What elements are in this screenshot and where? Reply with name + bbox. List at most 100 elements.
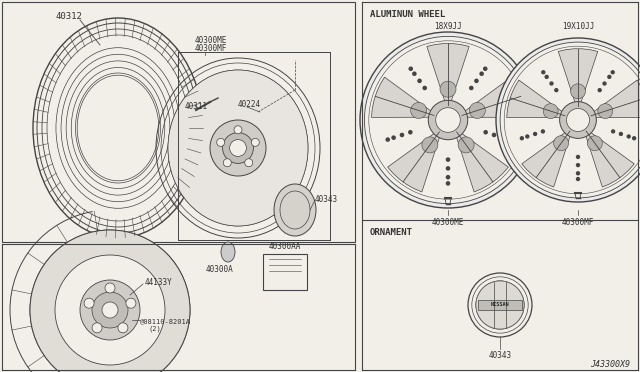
Text: 40343: 40343 (488, 351, 511, 360)
Circle shape (409, 67, 412, 70)
Bar (263, 254, 307, 290)
Circle shape (633, 137, 636, 140)
Circle shape (418, 79, 421, 83)
Circle shape (627, 135, 630, 138)
Circle shape (577, 177, 579, 180)
Text: 40300MF: 40300MF (562, 218, 594, 227)
Circle shape (126, 298, 136, 308)
Circle shape (577, 172, 579, 175)
Circle shape (470, 86, 473, 90)
Circle shape (507, 138, 510, 141)
Circle shape (534, 132, 536, 135)
Circle shape (210, 120, 266, 176)
Circle shape (588, 136, 602, 151)
Polygon shape (371, 77, 434, 118)
Circle shape (484, 67, 487, 70)
Circle shape (217, 138, 225, 146)
Circle shape (577, 164, 579, 167)
Text: 40300ME: 40300ME (432, 218, 464, 227)
Circle shape (440, 81, 456, 97)
Circle shape (469, 102, 485, 119)
Circle shape (611, 71, 614, 74)
Text: (2): (2) (148, 326, 161, 333)
Polygon shape (558, 49, 598, 105)
Ellipse shape (168, 70, 308, 226)
Circle shape (577, 155, 579, 158)
Circle shape (392, 136, 395, 139)
Circle shape (223, 159, 231, 167)
Polygon shape (462, 77, 525, 118)
Circle shape (520, 137, 524, 140)
Circle shape (413, 72, 416, 75)
Circle shape (105, 283, 115, 293)
Circle shape (598, 104, 612, 119)
Circle shape (55, 255, 165, 365)
Circle shape (423, 86, 426, 90)
Circle shape (447, 182, 449, 185)
Circle shape (447, 167, 449, 170)
Text: ALUMINUN WHEEL: ALUMINUN WHEEL (370, 10, 445, 19)
Circle shape (409, 131, 412, 134)
Polygon shape (456, 132, 508, 192)
Circle shape (484, 131, 487, 134)
Circle shape (428, 100, 468, 140)
Text: @08110-8201A: @08110-8201A (140, 318, 191, 324)
Text: 19X10JJ: 19X10JJ (562, 22, 594, 31)
Circle shape (526, 135, 529, 138)
Text: 40300A: 40300A (206, 265, 234, 274)
Circle shape (496, 38, 640, 202)
Circle shape (598, 89, 601, 92)
Circle shape (500, 42, 640, 198)
Circle shape (118, 323, 128, 333)
Circle shape (92, 323, 102, 333)
Circle shape (566, 109, 589, 131)
Polygon shape (585, 131, 634, 187)
Text: 40224: 40224 (238, 100, 261, 109)
Circle shape (92, 292, 128, 328)
Circle shape (422, 137, 438, 153)
Circle shape (84, 298, 94, 308)
Circle shape (364, 36, 532, 203)
Circle shape (620, 132, 622, 135)
Circle shape (554, 136, 568, 151)
Circle shape (570, 84, 586, 99)
Circle shape (401, 134, 404, 137)
Text: 40311: 40311 (185, 102, 208, 111)
Circle shape (386, 138, 389, 141)
Text: NISSAN: NISSAN (491, 302, 509, 308)
Circle shape (244, 159, 253, 167)
Ellipse shape (221, 242, 235, 262)
Polygon shape (388, 132, 440, 192)
Circle shape (541, 130, 545, 133)
Circle shape (475, 79, 478, 83)
Circle shape (436, 108, 460, 132)
Circle shape (230, 140, 246, 156)
Circle shape (559, 102, 596, 138)
Bar (479, 300, 522, 310)
Circle shape (550, 82, 553, 85)
Circle shape (555, 89, 558, 92)
Circle shape (543, 104, 558, 119)
Circle shape (447, 176, 449, 179)
Circle shape (30, 230, 190, 372)
Circle shape (360, 32, 536, 208)
Circle shape (447, 158, 449, 161)
Text: ORNAMENT: ORNAMENT (370, 228, 413, 237)
Circle shape (542, 71, 545, 74)
Circle shape (480, 72, 483, 75)
Polygon shape (591, 80, 640, 118)
Circle shape (545, 76, 548, 78)
Text: 18X9JJ: 18X9JJ (434, 22, 462, 31)
Circle shape (102, 302, 118, 318)
Polygon shape (427, 44, 469, 104)
Circle shape (492, 134, 495, 137)
Circle shape (501, 136, 504, 139)
Circle shape (80, 280, 140, 340)
Polygon shape (507, 80, 564, 118)
Circle shape (252, 138, 259, 146)
Text: 44133Y: 44133Y (145, 278, 173, 287)
Circle shape (411, 102, 427, 119)
Text: J43300X9: J43300X9 (590, 360, 630, 369)
Circle shape (608, 76, 611, 78)
Text: 40312: 40312 (55, 12, 82, 21)
